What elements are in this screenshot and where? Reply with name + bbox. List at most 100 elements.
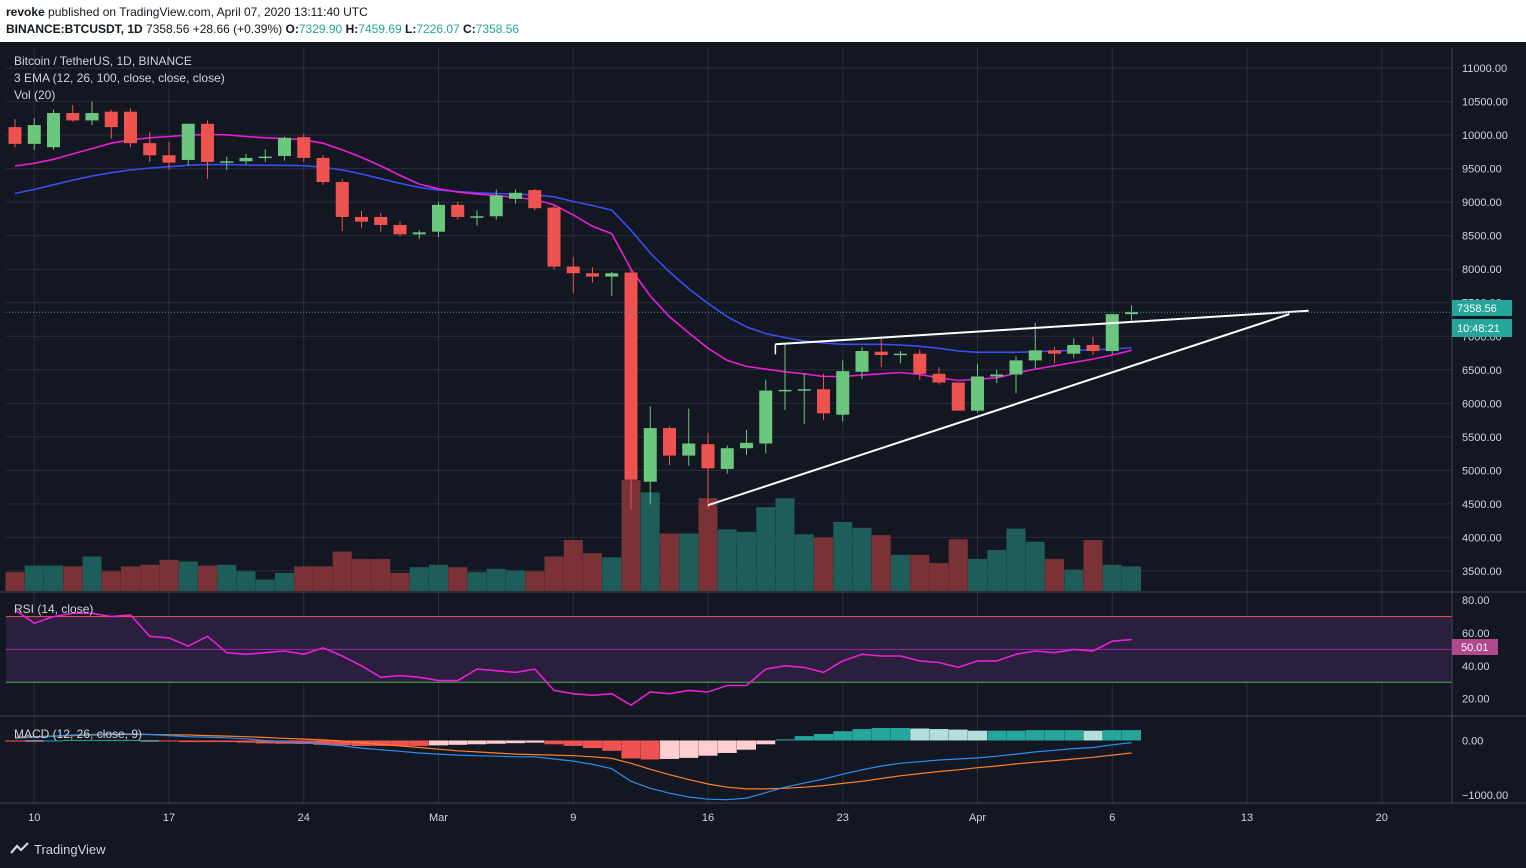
candle[interactable] — [566, 257, 580, 294]
candle[interactable] — [316, 155, 330, 185]
candle[interactable] — [239, 153, 253, 165]
candle[interactable] — [181, 123, 195, 166]
candle[interactable] — [162, 141, 176, 171]
volume-bar — [525, 571, 545, 591]
candle[interactable] — [1067, 338, 1081, 358]
candle[interactable] — [27, 118, 41, 150]
candle[interactable] — [720, 445, 734, 474]
candle[interactable] — [586, 267, 599, 283]
candle[interactable] — [489, 189, 503, 220]
candle-body — [1067, 344, 1081, 354]
tradingview-brand[interactable]: TradingView — [34, 842, 106, 857]
x-tick-label: 20 — [1376, 812, 1388, 824]
candle[interactable] — [201, 120, 214, 179]
candle[interactable] — [1028, 322, 1042, 369]
candle[interactable] — [104, 109, 118, 139]
candle[interactable] — [759, 379, 773, 454]
volume-bar — [1045, 558, 1064, 591]
candle[interactable] — [932, 367, 946, 385]
candle[interactable] — [278, 136, 291, 161]
candle[interactable] — [797, 373, 811, 425]
chart-canvas[interactable]: 10 17 24 Mar 9 16 23 Apr 6 13 20 11000.00 10500.00 10… — [0, 42, 1526, 830]
candle[interactable] — [624, 269, 638, 510]
candle[interactable] — [451, 201, 465, 220]
candle[interactable] — [220, 156, 234, 171]
volume-bar — [371, 558, 391, 591]
candle[interactable] — [1105, 314, 1119, 355]
rsi-pane[interactable] — [6, 609, 1452, 707]
candle-body — [874, 351, 888, 356]
candle[interactable] — [1086, 336, 1100, 356]
high-label: H: — [345, 22, 359, 36]
candle-body — [643, 428, 657, 482]
candle[interactable] — [605, 271, 619, 297]
candle[interactable] — [663, 426, 676, 465]
candle[interactable] — [817, 373, 830, 421]
candle[interactable] — [643, 406, 657, 505]
macd-histogram-bar — [255, 740, 275, 744]
candle[interactable] — [1009, 356, 1023, 394]
macd-histogram-bar — [1064, 730, 1084, 741]
candle[interactable] — [528, 188, 542, 211]
candle[interactable] — [335, 179, 349, 232]
candle[interactable] — [894, 351, 907, 364]
candle[interactable] — [143, 131, 157, 162]
volume-bar — [352, 558, 371, 591]
candle[interactable] — [8, 119, 22, 148]
candle[interactable] — [470, 210, 484, 226]
macd-histogram-bar — [1102, 730, 1122, 741]
candle[interactable] — [971, 363, 984, 413]
macd-histogram-bar — [756, 740, 776, 745]
candle[interactable] — [874, 336, 888, 368]
macd-histogram-bar — [698, 740, 718, 756]
candle[interactable] — [1125, 305, 1138, 321]
volume-bar — [332, 551, 352, 591]
publisher-name[interactable]: revoke — [6, 5, 45, 19]
candle-body — [817, 389, 830, 414]
volume-bar — [563, 540, 583, 591]
candle[interactable] — [509, 189, 522, 204]
candle[interactable] — [393, 221, 407, 236]
candle[interactable] — [778, 342, 792, 410]
rsi-tick-label: 40.00 — [1462, 661, 1490, 673]
trendline[interactable] — [707, 313, 1290, 507]
candle-body — [663, 428, 676, 456]
candle[interactable] — [258, 149, 272, 162]
candle-body — [586, 273, 599, 277]
candle[interactable] — [1048, 346, 1061, 364]
candle[interactable] — [740, 430, 753, 455]
volume-bar — [294, 566, 314, 591]
candle[interactable] — [432, 202, 445, 238]
volume-bar — [448, 567, 468, 591]
trendline[interactable] — [775, 309, 1309, 346]
candle[interactable] — [85, 101, 99, 126]
price-pane[interactable] — [5, 101, 1453, 591]
candle[interactable] — [66, 104, 80, 122]
candle[interactable] — [682, 408, 696, 466]
candle[interactable] — [990, 369, 1004, 384]
candle[interactable] — [913, 349, 927, 380]
candle[interactable] — [855, 346, 869, 380]
volume-bar — [217, 564, 237, 591]
low-value: 7226.07 — [416, 22, 460, 36]
ema-legend: 3 EMA (12, 26, 100, close, close, close) — [14, 71, 225, 85]
candle[interactable] — [355, 210, 368, 228]
candle[interactable] — [47, 109, 60, 150]
volume-bar — [929, 563, 949, 591]
macd-pane[interactable] — [5, 727, 1142, 801]
volume-bar — [101, 571, 121, 591]
candle[interactable] — [836, 360, 850, 422]
candle[interactable] — [412, 230, 426, 240]
candle[interactable] — [701, 432, 715, 509]
candle[interactable] — [547, 204, 561, 270]
macd-histogram-bar — [1083, 730, 1103, 741]
tradingview-logo-icon[interactable] — [10, 841, 30, 857]
ema-26-line — [14, 163, 1132, 354]
macd-histogram-bar — [236, 740, 256, 743]
candle[interactable] — [951, 382, 965, 411]
candle[interactable] — [124, 108, 137, 148]
macd-histogram-bar — [929, 729, 949, 741]
candle[interactable] — [297, 133, 311, 162]
candle[interactable] — [374, 212, 388, 232]
price-tick-label: 9500.00 — [1462, 164, 1502, 176]
